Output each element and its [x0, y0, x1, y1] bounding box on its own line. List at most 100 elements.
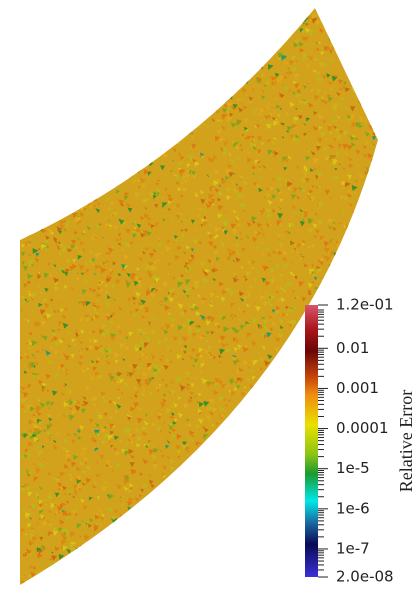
mesh-cell: [258, 291, 262, 295]
mesh-cell: [212, 493, 216, 497]
mesh-cell: [172, 35, 176, 40]
mesh-cell: [267, 520, 270, 523]
mesh-cell: [284, 284, 289, 289]
mesh-cell: [190, 266, 194, 270]
mesh-cell: [308, 102, 314, 108]
mesh-cell: [327, 125, 334, 132]
mesh-cell: [279, 489, 286, 496]
mesh-cell: [272, 24, 275, 27]
mesh-cell: [251, 145, 257, 151]
mesh-cell: [195, 440, 200, 446]
mesh-cell: [143, 558, 148, 563]
mesh-cell: [281, 54, 287, 61]
mesh-cell: [126, 563, 132, 569]
mesh-cell: [346, 361, 349, 364]
mesh-cell: [143, 266, 148, 271]
mesh-cell: [139, 16, 142, 20]
mesh-cell: [138, 257, 143, 262]
mesh-cell: [30, 572, 36, 578]
mesh-cell: [108, 415, 114, 420]
mesh-cell: [62, 414, 67, 418]
mesh-cell: [214, 169, 220, 176]
mesh-cell: [51, 19, 57, 25]
mesh-cell: [224, 198, 227, 202]
mesh-cell: [129, 103, 134, 108]
mesh-cell: [345, 323, 351, 329]
mesh-cell: [202, 79, 207, 84]
mesh-cell: [314, 57, 318, 61]
mesh-cell: [56, 102, 62, 108]
mesh-cell: [36, 496, 40, 499]
mesh-cell: [259, 140, 264, 144]
mesh-cell: [42, 179, 48, 185]
mesh-cell: [265, 150, 268, 153]
mesh-cell: [163, 89, 170, 96]
mesh-cell: [110, 586, 115, 591]
mesh-cell: [329, 457, 334, 462]
mesh-cell: [227, 247, 232, 253]
mesh-cell: [147, 222, 152, 227]
mesh-cell: [82, 248, 86, 253]
mesh-cell: [87, 466, 90, 469]
mesh-cell: [215, 421, 220, 427]
mesh-cell: [163, 281, 169, 288]
mesh-cell: [318, 61, 325, 68]
mesh-cell: [112, 400, 117, 406]
mesh-cell: [262, 165, 267, 170]
mesh-cell: [168, 424, 174, 431]
mesh-cell: [98, 78, 102, 82]
mesh-cell: [141, 525, 147, 530]
mesh-cell: [252, 63, 256, 67]
mesh-cell: [220, 434, 227, 441]
mesh-cell: [162, 202, 168, 208]
mesh-cell: [20, 294, 26, 301]
mesh-cell: [295, 483, 299, 487]
mesh-cell: [307, 194, 311, 199]
mesh-cell: [197, 24, 202, 29]
mesh-cell: [81, 557, 85, 561]
mesh-cell: [23, 185, 28, 190]
mesh-cell: [148, 473, 151, 477]
mesh-cell: [148, 449, 155, 455]
mesh-cell: [83, 127, 89, 132]
mesh-cell: [157, 286, 162, 291]
mesh-cell: [245, 534, 248, 538]
mesh-cell: [267, 31, 272, 35]
mesh-cell: [62, 337, 65, 341]
mesh-cell: [284, 394, 287, 397]
mesh-cell: [261, 277, 267, 283]
mesh-cell: [271, 140, 276, 146]
mesh-cell: [132, 123, 136, 127]
mesh-cell: [108, 19, 114, 25]
mesh-cell: [355, 213, 359, 217]
mesh-cell: [154, 384, 160, 390]
mesh-cell: [173, 294, 178, 298]
mesh-cell: [295, 139, 301, 145]
mesh-cell: [250, 369, 254, 374]
mesh-cell: [26, 338, 31, 343]
mesh-cell: [95, 95, 98, 98]
mesh-cell: [184, 271, 187, 275]
mesh-cell: [75, 119, 78, 123]
mesh-cell: [357, 319, 360, 322]
mesh-cell: [314, 228, 320, 235]
mesh-cell: [318, 126, 323, 130]
mesh-cell: [193, 394, 196, 398]
mesh-cell: [303, 43, 307, 48]
mesh-cell: [207, 405, 214, 412]
mesh-cell: [136, 442, 141, 448]
mesh-cell: [349, 57, 354, 62]
mesh-cell: [347, 225, 352, 230]
mesh-cell: [132, 434, 136, 438]
mesh-cell: [161, 454, 166, 459]
mesh-cell: [304, 139, 308, 143]
mesh-cell: [197, 75, 201, 79]
mesh-cell: [320, 51, 325, 56]
mesh-cell: [254, 39, 259, 45]
mesh-cell: [120, 157, 124, 160]
mesh-cell: [295, 294, 301, 300]
mesh-cell: [275, 526, 279, 530]
mesh-cell: [361, 8, 367, 14]
mesh-cell: [144, 498, 148, 501]
mesh-cell: [190, 438, 195, 443]
